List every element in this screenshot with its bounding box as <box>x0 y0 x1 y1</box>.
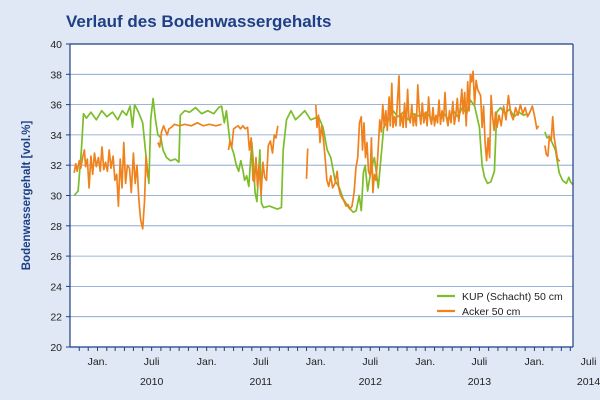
y-tick-label: 32 <box>50 160 62 172</box>
y-tick-label: 34 <box>50 130 62 142</box>
chart-title: Verlauf des Bodenwassergehalts <box>66 12 332 31</box>
x-month-label: Juli <box>472 356 488 368</box>
y-tick-label: 30 <box>50 191 62 203</box>
x-month-label: Jan. <box>306 356 326 368</box>
x-month-label: Juli <box>362 356 378 368</box>
x-month-label: Juli <box>253 356 269 368</box>
x-year-label: 2014 <box>577 376 600 388</box>
y-tick-label: 20 <box>50 342 62 354</box>
series-line-acker <box>544 115 561 162</box>
series-line-acker <box>227 124 279 197</box>
series-line-acker <box>305 148 309 179</box>
x-year-label: 2012 <box>359 376 383 388</box>
legend-label: Acker 50 cm <box>462 306 521 318</box>
series-line-acker <box>157 121 222 148</box>
x-month-label: Jan. <box>197 356 217 368</box>
y-tick-label: 24 <box>50 281 62 293</box>
legend-label: KUP (Schacht) 50 cm <box>462 291 563 303</box>
y-tick-label: 26 <box>50 251 62 263</box>
x-month-label: Jan. <box>524 356 544 368</box>
y-tick-label: 38 <box>50 69 62 81</box>
x-month-label: Juli <box>581 356 597 368</box>
series-line-acker <box>73 141 149 230</box>
y-axis-label: Bodenwassergehalt [vol.%] <box>21 121 33 271</box>
x-month-label: Juli <box>144 356 160 368</box>
series-line-acker <box>314 70 540 210</box>
x-year-label: 2013 <box>468 376 492 388</box>
series-line-kup <box>544 131 574 186</box>
x-year-label: 2010 <box>140 376 164 388</box>
y-tick-label: 28 <box>50 221 62 233</box>
y-tick-label: 40 <box>50 39 62 51</box>
y-tick-label: 36 <box>50 100 62 112</box>
x-year-label: 2011 <box>249 376 272 388</box>
x-month-label: Jan. <box>88 356 108 368</box>
x-month-label: Jan. <box>415 356 435 368</box>
y-tick-label: 22 <box>50 312 62 324</box>
